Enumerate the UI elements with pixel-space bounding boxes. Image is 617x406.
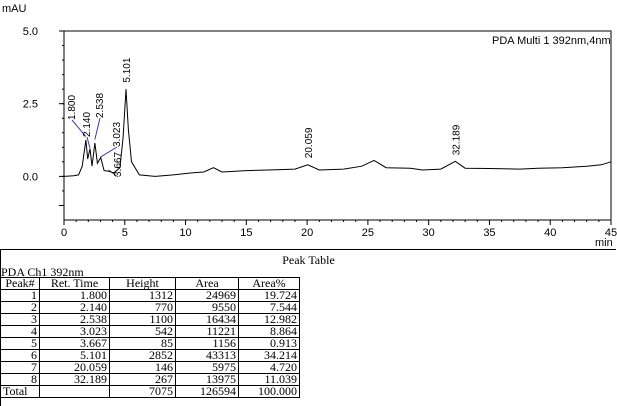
cell-area: 9550 (175, 301, 239, 314)
peak-table: Peak# Ret. Time Height Area Area% 1 1.800… (0, 277, 300, 398)
cell-area-percent: 4.720 (238, 361, 300, 374)
peak-table-title: Peak Table (282, 253, 335, 267)
peak-table-channel: PDA Ch1 392nm (1, 265, 84, 279)
peak-table-row: 7 20.059 146 5975 4.720 (0, 361, 300, 374)
chromatogram-chart: mAU min PDA Multi 1 392nm,4nm 0 5 10 15 20 25… (2, 3, 617, 249)
peak-label: 32.189 (451, 124, 462, 155)
x-tick-label: 5 (122, 227, 128, 239)
header-height: Height (109, 277, 176, 290)
peak-label: 20.059 (304, 127, 315, 158)
peak-leader-line (94, 117, 101, 140)
axes-group: 0 5 10 15 20 25 30 35 40 45 5.0 2.5 0.0 (23, 26, 617, 239)
cell-area-percent: 7.544 (238, 301, 300, 314)
cell-area: 24969 (175, 289, 239, 302)
peak-table-row: 1 1.800 1312 24969 19.724 (0, 289, 300, 302)
cell-area: 126594 (175, 385, 239, 398)
cell-ret-time: 2.538 (39, 313, 110, 326)
y-tick-label: 0.0 (23, 171, 38, 183)
peak-table-row: 5 3.667 85 1156 0.913 (0, 337, 300, 350)
x-tick-label: 40 (544, 227, 556, 239)
peak-label: 2.538 (95, 93, 106, 118)
x-tick-label: 20 (301, 227, 313, 239)
plot-frame (63, 30, 612, 221)
cell-area: 11221 (175, 325, 239, 338)
x-tick-label: 15 (240, 227, 252, 239)
y-tick-label: 5.0 (23, 26, 38, 38)
peak-leader-line (71, 119, 87, 137)
peak-table-row: 4 3.023 542 11221 8.864 (0, 325, 300, 338)
x-tick-label: 45 (605, 227, 617, 239)
cell-area-percent: 19.724 (238, 289, 300, 302)
peak-label: 5.101 (122, 57, 133, 82)
peak-table-header-row: Peak# Ret. Time Height Area Area% (0, 277, 300, 290)
cell-ret-time (39, 385, 110, 398)
x-tick-label: 10 (179, 227, 191, 239)
x-tick-label: 30 (423, 227, 435, 239)
cell-area-percent: 100.000 (238, 385, 300, 398)
x-axis-label: min (595, 237, 613, 249)
peak-table-row: 6 5.101 2852 43313 34.214 (0, 349, 300, 362)
peak-table-row: 3 2.538 1100 16434 12.982 (0, 313, 300, 326)
cell-area-percent: 12.982 (238, 313, 300, 326)
peak-label: 2.140 (82, 112, 93, 137)
cell-height: 85 (109, 337, 176, 350)
trace-legend: PDA Multi 1 392nm,4nm (492, 35, 611, 47)
cell-ret-time: 32.189 (39, 373, 110, 386)
trace-group (63, 89, 612, 177)
peak-leader-line (86, 136, 91, 149)
cell-height: 770 (109, 301, 176, 314)
cell-height: 1100 (109, 313, 176, 326)
x-tick-label: 35 (483, 227, 495, 239)
cell-height: 7075 (109, 385, 176, 398)
header-ret-time: Ret. Time (39, 277, 110, 290)
cell-area-percent: 34.214 (238, 349, 300, 362)
cell-peak-number: Total (0, 385, 40, 398)
cell-area-percent: 11.039 (238, 373, 300, 386)
y-tick-label: 2.5 (23, 99, 38, 111)
cell-area: 43313 (175, 349, 239, 362)
y-axis-label: mAU (2, 3, 27, 15)
peak-label: 1.800 (67, 95, 78, 120)
chromatogram-trace (63, 89, 612, 177)
peak-table-total-row: Total 7075 126594 100.000 (0, 385, 300, 398)
cell-area: 13975 (175, 373, 239, 386)
peak-label: 3.667 (113, 152, 124, 177)
peak-label: 3.023 (112, 122, 123, 147)
peak-leader-line (100, 146, 118, 158)
cell-area: 1156 (175, 337, 239, 350)
x-tick-label: 25 (362, 227, 374, 239)
peak-table-body: 1 1.800 1312 24969 19.724 2 2.140 770 9550 7.544 3… (0, 289, 300, 398)
x-tick-label: 0 (61, 227, 67, 239)
cell-height: 2852 (109, 349, 176, 362)
